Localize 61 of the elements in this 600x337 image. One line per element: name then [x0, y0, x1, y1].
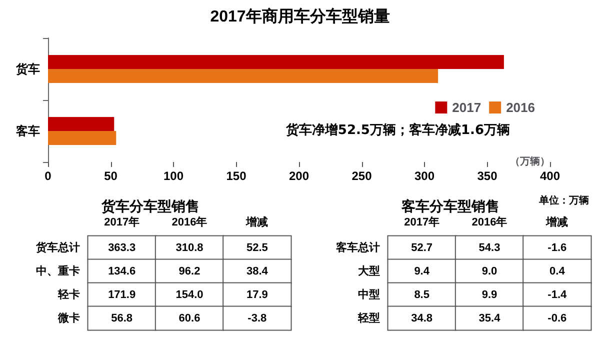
y-tick-label: 中型 [358, 288, 380, 301]
data-label: 8.5 [414, 288, 430, 301]
y-tick-label: 轻型 [357, 311, 380, 324]
data-label: 363.3 [108, 242, 136, 254]
x-tick-label: 350 [477, 169, 498, 183]
data-label: -1.4 [548, 288, 568, 301]
y-tick-label: 微卡 [57, 311, 80, 324]
x-tick-label: 2016年 [172, 216, 208, 228]
data-label: 9.9 [482, 288, 498, 301]
y-tick-label: 货车总计 [35, 240, 80, 254]
data-label: 52.7 [411, 242, 433, 254]
x-tick-label: 增减 [245, 216, 268, 228]
text: 单位：万辆 [538, 194, 589, 206]
x-tick-label: 2016年 [472, 216, 508, 228]
data-label: 171.9 [108, 288, 136, 301]
bar [48, 55, 504, 69]
x-tick-label: 0 [44, 169, 52, 183]
x-tick-label: 300 [414, 169, 435, 183]
y-tick-label: 货车 [15, 62, 40, 76]
bar [48, 117, 114, 131]
legend-label: 2016 [506, 100, 535, 115]
x-tick-label: 2017年 [104, 216, 140, 228]
y-tick-label: 中、重卡 [36, 264, 80, 278]
data-label: 9.0 [482, 265, 498, 278]
data-label: -1.6 [548, 242, 567, 254]
chart-title: 货车分车型销售 [100, 198, 200, 214]
bar [48, 69, 438, 83]
data-label: 0.4 [550, 265, 566, 278]
y-tick-label: 轻卡 [57, 288, 80, 301]
x-tick-label: 250 [352, 169, 372, 183]
x-tick-label: 100 [163, 169, 184, 183]
x-tick-label: 50 [104, 169, 118, 183]
data-label: 34.8 [411, 312, 433, 324]
data-label: 38.4 [246, 265, 269, 278]
data-label: 35.4 [478, 312, 502, 324]
annotation: 货车净增52.5万辆；客车净减1.6万辆 [284, 122, 510, 138]
data-label: 96.2 [178, 265, 200, 278]
data-label: 56.8 [111, 312, 133, 324]
y-tick-label: 客车总计 [335, 240, 380, 254]
data-label: 310.8 [176, 242, 204, 254]
y-tick-label: 客车 [15, 124, 40, 138]
x-tick-label: 200 [288, 169, 310, 183]
data-label: 154.0 [176, 288, 204, 301]
x-tick-label: 150 [226, 169, 247, 183]
data-label: 17.9 [246, 288, 268, 301]
x-tick-label: 2017年 [404, 216, 440, 228]
data-label: 134.6 [108, 265, 136, 278]
data-label: 9.4 [414, 265, 430, 278]
data-label: 60.6 [178, 312, 200, 324]
chart-title: 客车分车型销售 [400, 198, 500, 214]
data-label: 52.5 [246, 242, 268, 254]
bar [48, 131, 116, 145]
x-tick-label: 400 [540, 169, 560, 183]
chart-title: 2017年商用车分车型销量 [210, 8, 390, 26]
legend-label: 2017 [452, 100, 482, 115]
x-axis-title: （万辆） [510, 156, 550, 168]
data-label: 54.3 [478, 242, 500, 254]
x-tick-label: 增减 [545, 216, 568, 228]
y-tick-label: 大型 [358, 264, 380, 278]
data-label: -3.8 [248, 312, 267, 324]
data-label: -0.6 [548, 312, 567, 324]
